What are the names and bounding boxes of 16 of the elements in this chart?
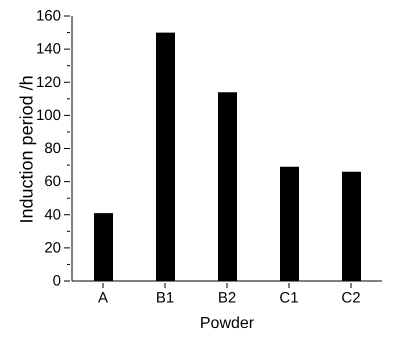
y-tick-label: 0 (52, 272, 61, 290)
x-tick-label: A (98, 289, 108, 306)
x-tick-label: B1 (156, 289, 174, 306)
x-tick-label: B2 (218, 289, 236, 306)
x-tick-label: C1 (279, 289, 299, 306)
y-tick-label: 80 (44, 140, 61, 157)
x-tick-label: C2 (341, 289, 361, 306)
y-tick-label: 100 (36, 106, 61, 124)
y-tick-label: 160 (36, 8, 61, 24)
x-axis-title: Powder (200, 315, 255, 332)
y-axis-title: Induction period /h (16, 75, 36, 224)
y-tick-label: 140 (36, 40, 61, 58)
y-tick-label: 40 (44, 206, 61, 224)
y-tick-label: 20 (44, 239, 61, 256)
y-tick-label: 60 (44, 173, 61, 190)
y-tick-label: 120 (36, 74, 61, 91)
